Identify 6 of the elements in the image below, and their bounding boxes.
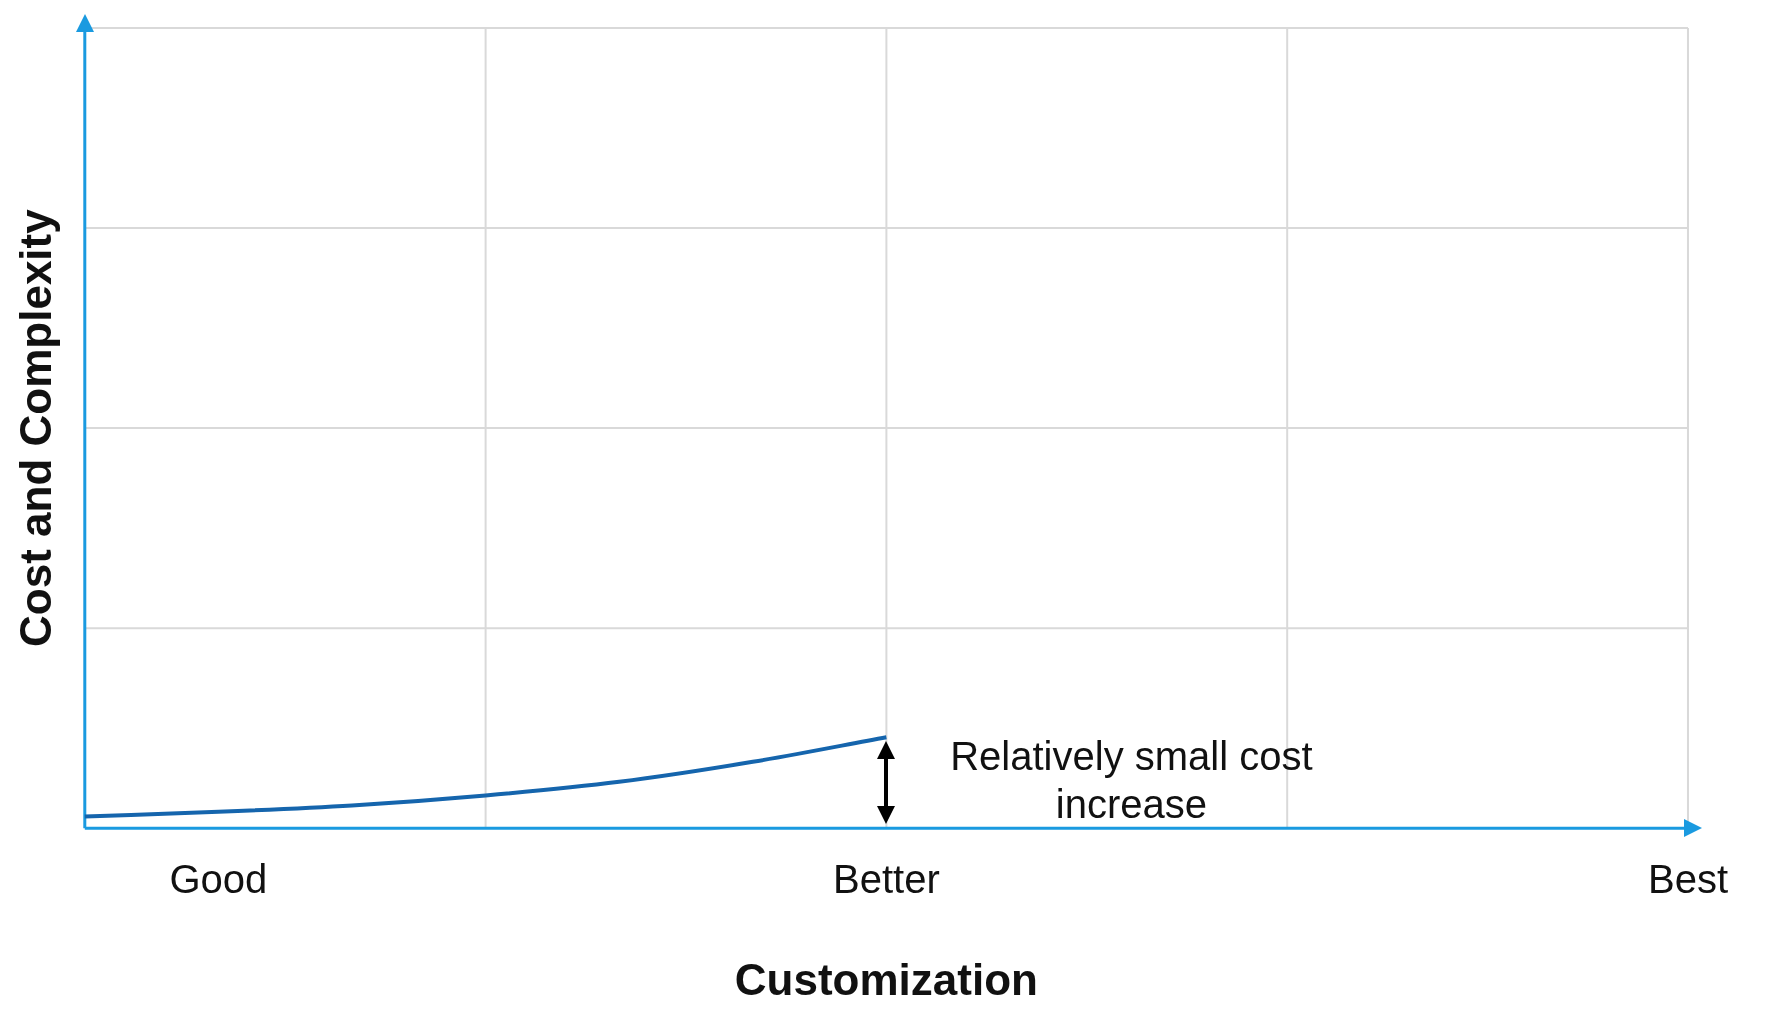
x-tick-label: Best (1647, 857, 1728, 902)
x-tick-label: Better (833, 857, 940, 902)
x-axis-title: Customization (734, 954, 1038, 1004)
x-tick-label: Good (169, 857, 268, 902)
annotation: Relatively small cost increase (950, 733, 1313, 826)
y-axis-title: Cost and Complexity (10, 208, 60, 647)
